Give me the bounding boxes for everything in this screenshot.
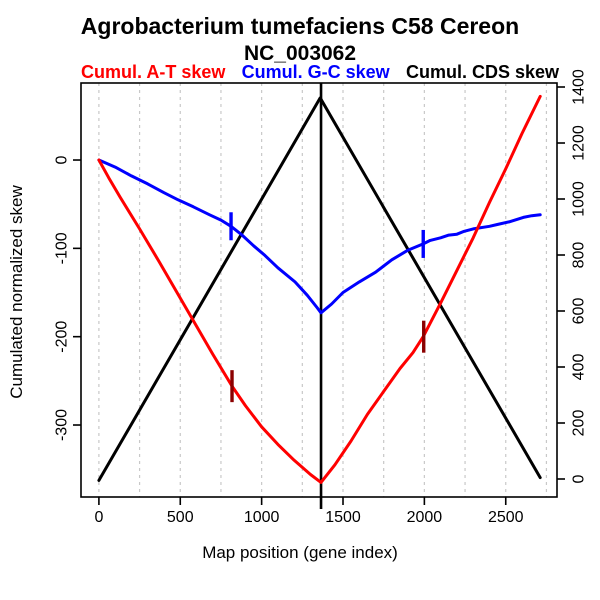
series-cumul-a-t-skew [97, 94, 542, 484]
y-left-tick-label: 0 [54, 155, 71, 164]
y-right-tick-label: 0 [571, 474, 588, 483]
y-left-tick-label: -200 [54, 321, 71, 353]
y-right-tick-label: 200 [571, 410, 588, 437]
x-tick-label: 2000 [407, 509, 443, 526]
legend: Cumul. A-T skew Cumul. G-C skew Cumul. C… [81, 62, 559, 83]
x-tick-label: 1000 [244, 509, 280, 526]
y-right-tick-label: 1400 [571, 69, 588, 105]
legend-cds-skew: Cumul. CDS skew [405, 62, 559, 82]
y-right-tick-label: 800 [571, 242, 588, 269]
y-right-tick-label: 400 [571, 354, 588, 381]
y-left-tick-label: -100 [54, 232, 71, 264]
x-tick-label: 0 [94, 509, 103, 526]
y-right-tick-label: 1200 [571, 125, 588, 161]
x-tick-label: 500 [167, 509, 194, 526]
plot-box [80, 82, 558, 498]
y-right-tick-label: 1000 [571, 181, 588, 217]
x-tick-label: 2500 [488, 509, 524, 526]
y-left-tick-label: -300 [54, 409, 71, 441]
legend-gc-skew: Cumul. G-C skew [241, 62, 390, 82]
y-right-tick-label: 600 [571, 298, 588, 325]
legend-at-skew: Cumul. A-T skew [81, 62, 226, 82]
plot-title: Agrobacterium tumefaciens C58 Cereon [80, 13, 520, 39]
y-axis-label: Cumulated normalized skew [7, 185, 26, 399]
series-cumul-g-c-skew [97, 158, 542, 315]
series-cumul-cds-skew [97, 96, 542, 482]
x-tick-label: 1500 [325, 509, 361, 526]
x-axis-label: Map position (gene index) [202, 543, 398, 562]
plot-subtitle: NC_003062 [243, 42, 357, 65]
